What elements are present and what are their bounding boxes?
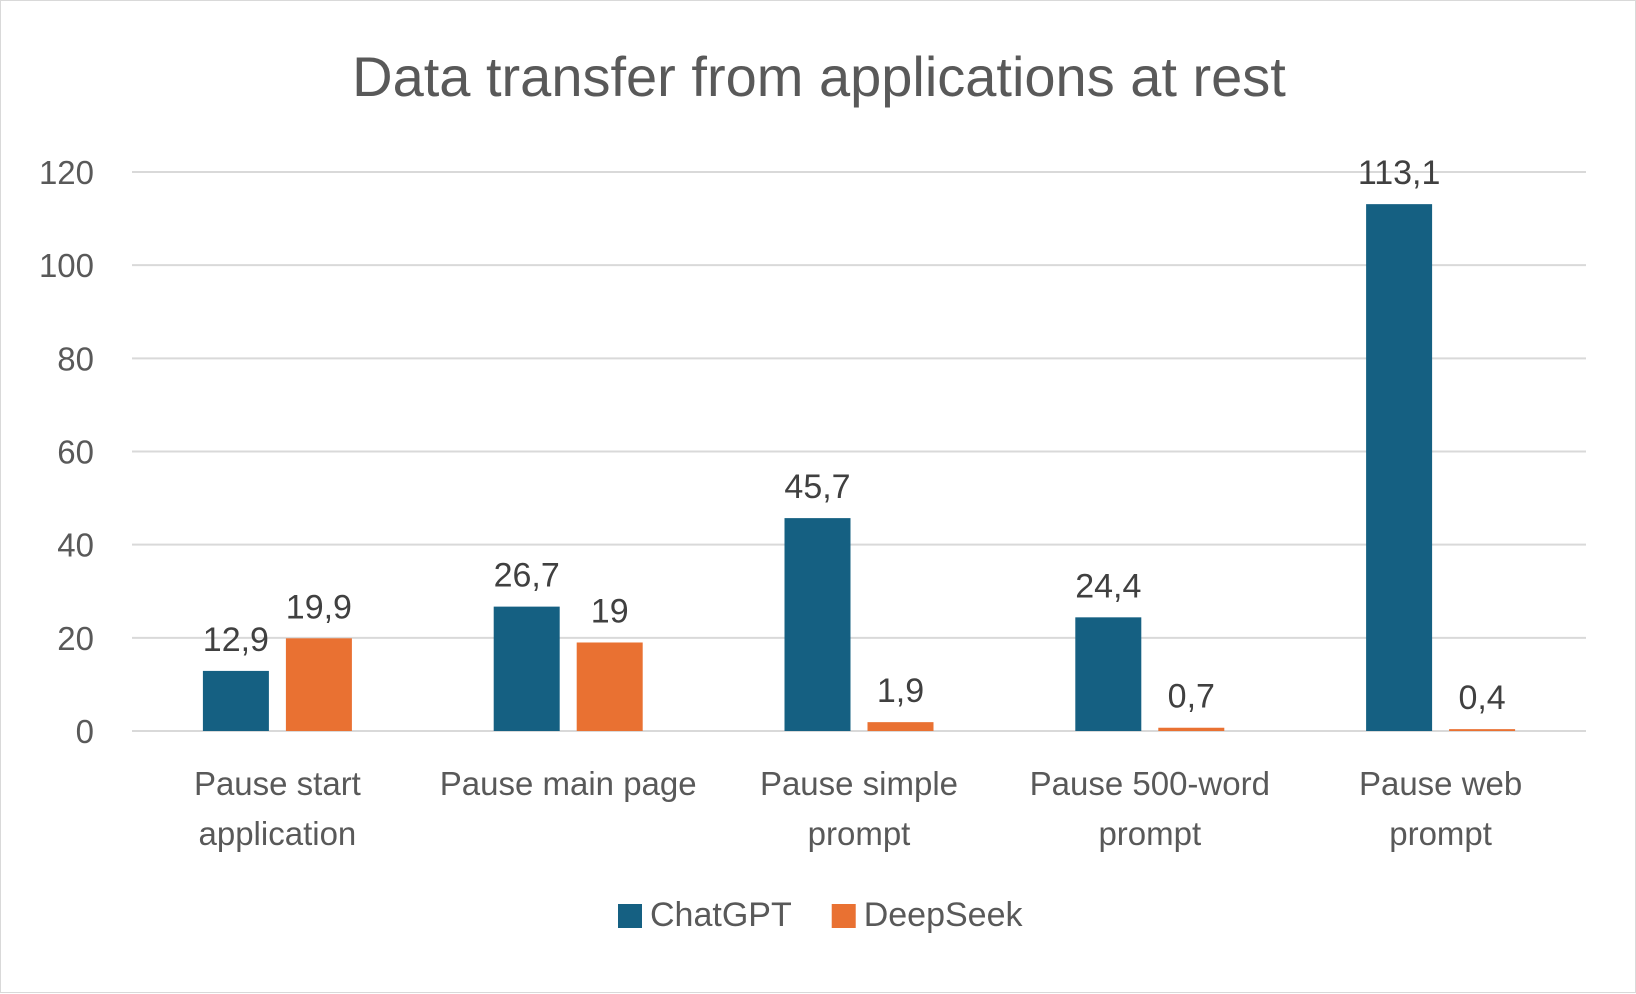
data-label: 19,9 bbox=[286, 588, 352, 626]
y-tick-label: 80 bbox=[57, 340, 94, 377]
legend-label-chatgpt: ChatGPT bbox=[650, 896, 792, 934]
legend-swatch-chatgpt bbox=[618, 904, 642, 928]
y-tick-label: 40 bbox=[57, 527, 94, 564]
data-label: 24,4 bbox=[1075, 567, 1141, 605]
bar-chatgpt bbox=[493, 606, 560, 731]
y-axis-ticks: 0 20 40 60 80 100 120 bbox=[39, 154, 94, 750]
bars bbox=[202, 204, 1516, 731]
y-tick-label: 0 bbox=[76, 713, 94, 750]
bar-chatgpt bbox=[1075, 617, 1142, 731]
x-category-label: Pause 500-word prompt bbox=[1030, 765, 1270, 852]
data-label: 19 bbox=[591, 592, 629, 630]
data-label: 113,1 bbox=[1358, 154, 1441, 192]
bar-deepseek bbox=[285, 638, 352, 731]
x-category-label: Pause simple prompt bbox=[760, 765, 958, 852]
x-category-label: Pause main page bbox=[440, 765, 697, 802]
gridlines bbox=[132, 171, 1586, 732]
y-tick-label: 60 bbox=[57, 434, 94, 471]
bar-deepseek bbox=[1449, 729, 1516, 731]
y-tick-label: 20 bbox=[57, 620, 94, 657]
y-tick-label: 100 bbox=[39, 247, 94, 284]
x-axis-categories: Pause start application Pause main page Pau… bbox=[194, 765, 1522, 852]
legend: ChatGPT DeepSeek bbox=[618, 896, 1023, 934]
bar-chatgpt bbox=[784, 518, 851, 731]
data-label: 0,4 bbox=[1458, 679, 1505, 717]
bar-deepseek bbox=[1158, 727, 1225, 731]
legend-label-deepseek: DeepSeek bbox=[864, 896, 1024, 934]
bar-chatgpt bbox=[1366, 204, 1433, 731]
data-label: 45,7 bbox=[784, 468, 850, 506]
x-category-label: Pause start application bbox=[194, 765, 361, 852]
bar-deepseek bbox=[867, 722, 934, 731]
data-label: 26,7 bbox=[494, 557, 560, 595]
y-tick-label: 120 bbox=[39, 154, 94, 191]
data-label: 12,9 bbox=[203, 621, 269, 659]
data-label: 1,9 bbox=[877, 672, 924, 710]
data-label: 0,7 bbox=[1168, 678, 1215, 716]
legend-swatch-deepseek bbox=[831, 904, 856, 928]
chart-title: Data transfer from applications at rest bbox=[352, 45, 1286, 108]
data-labels: 12,9 19,9 26,7 19 45,7 1,9 24,4 0,7 113,1 0,4 bbox=[203, 154, 1506, 717]
bar-deepseek bbox=[576, 642, 643, 731]
bar-chatgpt bbox=[202, 670, 269, 731]
x-category-label: Pause web prompt bbox=[1359, 765, 1522, 852]
